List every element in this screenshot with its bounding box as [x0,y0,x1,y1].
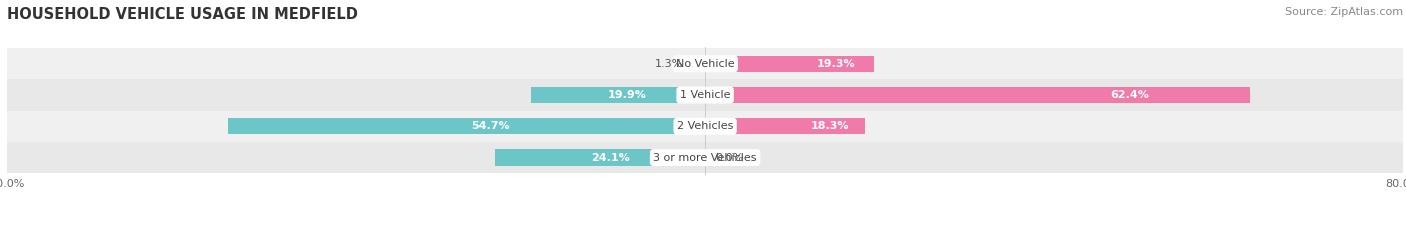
Bar [706,118,865,134]
Bar [7,79,1403,111]
Text: 54.7%: 54.7% [471,121,509,131]
Text: HOUSEHOLD VEHICLE USAGE IN MEDFIELD: HOUSEHOLD VEHICLE USAGE IN MEDFIELD [7,7,359,22]
Text: 24.1%: 24.1% [591,153,630,163]
Text: 2 Vehicles: 2 Vehicles [676,121,734,131]
Text: 1.3%: 1.3% [655,59,683,69]
Text: 1 Vehicle: 1 Vehicle [681,90,730,100]
Text: 19.9%: 19.9% [607,90,647,100]
Text: No Vehicle: No Vehicle [676,59,734,69]
Bar [495,149,706,166]
Text: 0.0%: 0.0% [716,153,744,163]
Bar [7,142,1403,173]
Text: Source: ZipAtlas.com: Source: ZipAtlas.com [1285,7,1403,17]
Bar [7,111,1403,142]
Text: 3 or more Vehicles: 3 or more Vehicles [654,153,756,163]
Legend: Owner-occupied, Renter-occupied: Owner-occupied, Renter-occupied [586,232,824,233]
Text: 19.3%: 19.3% [817,59,856,69]
Bar [531,87,706,103]
Bar [706,56,873,72]
Bar [706,87,1250,103]
Bar [693,56,706,72]
Text: 18.3%: 18.3% [810,121,849,131]
Text: 62.4%: 62.4% [1111,90,1149,100]
Bar [228,118,706,134]
Bar [7,48,1403,79]
